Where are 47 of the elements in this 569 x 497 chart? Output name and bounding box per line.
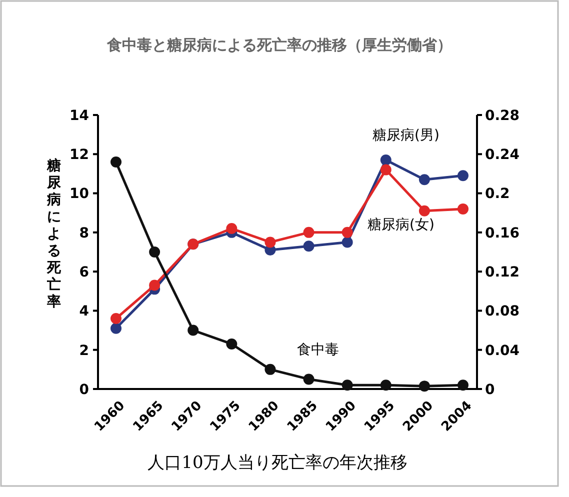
y2-tick-label: 0.28 [485, 108, 520, 124]
point [418, 174, 430, 186]
point [418, 380, 430, 392]
point [188, 324, 199, 336]
point [303, 240, 314, 252]
y-tick-label: 2 [79, 342, 89, 359]
point [380, 380, 392, 391]
point [458, 203, 468, 214]
point [110, 156, 122, 168]
point [226, 223, 238, 234]
y-tick-label: 10 [70, 186, 90, 202]
y2-tick-label: 0.24 [485, 147, 520, 164]
y2-tick-label: 0.2 [485, 186, 510, 202]
point [303, 226, 314, 238]
y2-tick-label: 0.16 [485, 225, 520, 242]
y-tick-label: 8 [79, 225, 89, 242]
point [264, 236, 276, 248]
point [110, 322, 122, 334]
point [110, 313, 122, 324]
point [380, 164, 392, 176]
text: 糖尿病による死亡率 [47, 158, 61, 310]
point [342, 380, 353, 391]
y-tick-label: 0 [79, 382, 90, 398]
y2-tick-label: 0.08 [485, 304, 520, 320]
point [303, 374, 314, 385]
point [418, 205, 430, 216]
y2-tick-label: 0 [485, 382, 495, 398]
x-axis-title: 人口10万人当り死亡率の年次推移 [148, 453, 408, 473]
series-label: 糖尿病(女) [368, 216, 434, 233]
chart-title: 食中毒と糖尿病による死亡率の推移（厚生労働省） [106, 36, 452, 54]
point [226, 338, 238, 350]
y-tick-label: 14 [70, 108, 90, 124]
y-tick-label: 6 [79, 264, 89, 280]
point [458, 380, 468, 391]
y2-tick-label: 0.04 [485, 342, 520, 359]
point [149, 280, 160, 291]
y-tick-label: 4 [79, 304, 90, 320]
point [342, 236, 353, 248]
point [380, 154, 392, 166]
point [342, 226, 353, 238]
y-tick-label: 12 [70, 147, 89, 164]
point [264, 364, 276, 375]
point [149, 246, 160, 258]
series-label: 食中毒 [296, 342, 339, 358]
y2-tick-label: 0.12 [485, 264, 520, 280]
point [458, 170, 468, 182]
series-label: 糖尿病(男) [372, 128, 440, 144]
